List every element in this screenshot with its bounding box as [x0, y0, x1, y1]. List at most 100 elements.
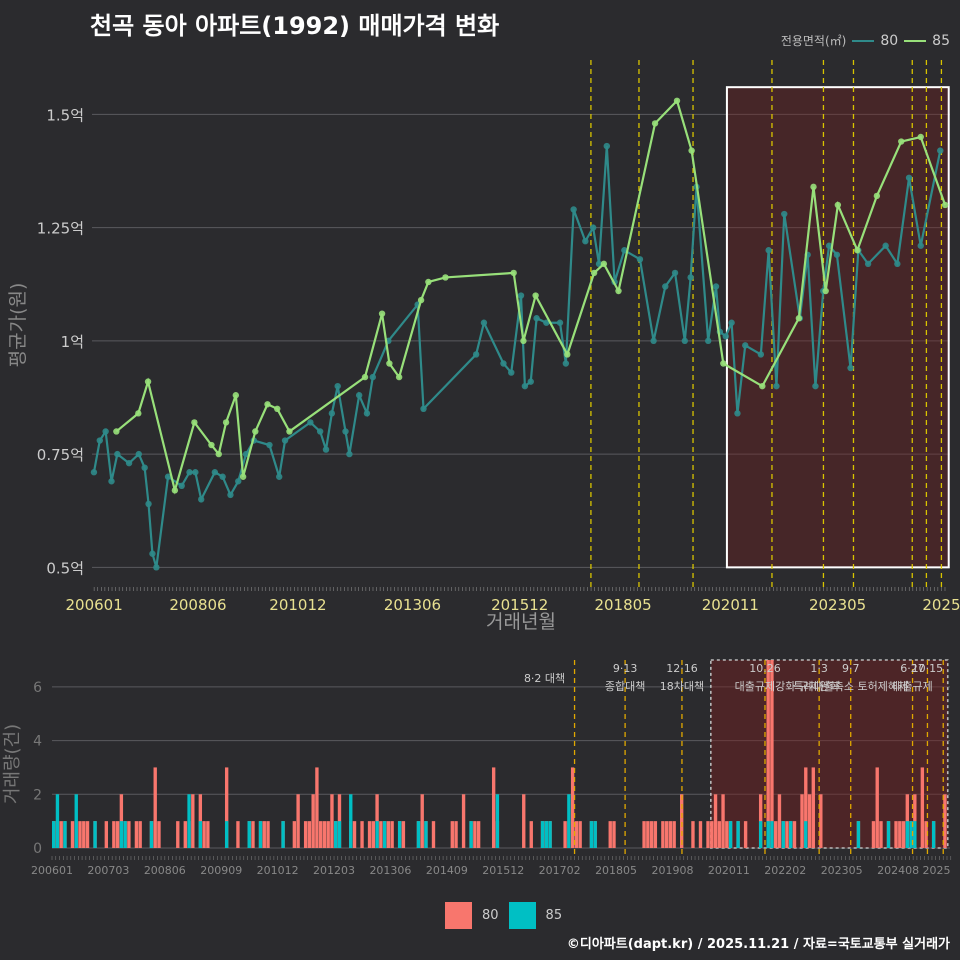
bar-80 — [574, 821, 579, 848]
data-point-80 — [307, 419, 314, 426]
data-point-85 — [590, 269, 598, 277]
bar-80 — [924, 821, 928, 848]
bar-80 — [777, 794, 782, 848]
data-point-80 — [757, 351, 765, 358]
policy-date-label: 9·7 — [842, 662, 860, 675]
y-tick-label: 0.75억 — [37, 446, 84, 464]
bar-80 — [713, 794, 718, 848]
bar-80 — [698, 821, 703, 848]
data-point-80 — [582, 237, 589, 245]
data-point-85 — [252, 428, 259, 435]
bar-85 — [495, 794, 500, 848]
bar-80 — [710, 821, 714, 848]
data-point-85 — [417, 296, 425, 304]
bar-x-tick-label: 202011 — [708, 864, 750, 877]
bar-80 — [303, 821, 308, 848]
bar-x-tick-label: 201306 — [369, 864, 411, 877]
bar-80 — [450, 821, 454, 848]
bar-80 — [134, 821, 139, 848]
bar-80 — [236, 821, 240, 848]
bar-80 — [307, 821, 312, 848]
bar-80 — [266, 821, 270, 848]
data-point-85 — [564, 351, 571, 358]
bar-85 — [567, 794, 571, 848]
data-point-80 — [781, 210, 788, 218]
bar-80 — [115, 821, 120, 848]
data-point-80 — [562, 360, 570, 367]
bar-80 — [119, 794, 124, 848]
bar-y-tick-label: 6 — [33, 680, 42, 696]
bar-80 — [679, 794, 684, 848]
policy-name-label: 대출규제강화 — [735, 680, 796, 693]
data-point-80 — [192, 469, 199, 476]
bar-85 — [349, 794, 353, 848]
data-point-80 — [722, 333, 729, 340]
bar-x-tick-label: 202202 — [764, 864, 806, 877]
bar-80 — [85, 821, 90, 848]
bar-80 — [871, 821, 876, 848]
bar-85 — [416, 821, 421, 848]
bar-80 — [721, 794, 725, 848]
y-tick-label: 1.5억 — [46, 106, 84, 124]
data-point-80 — [556, 319, 564, 326]
bar-85 — [540, 821, 545, 848]
x-tick-label: 201512 — [491, 596, 548, 614]
data-point-80 — [705, 337, 712, 345]
bar-x-tick-label: 201805 — [595, 864, 637, 877]
data-point-85 — [673, 97, 681, 104]
bar-80 — [224, 767, 229, 848]
bar-80 — [578, 821, 582, 848]
data-point-85 — [191, 419, 198, 426]
bar-y-tick-label: 4 — [33, 734, 42, 750]
data-point-80 — [662, 283, 669, 290]
bar-80 — [811, 767, 815, 848]
legend-box-85 — [508, 902, 536, 929]
bar-x-tick-label: 201702 — [539, 864, 581, 877]
legend-label-85: 85 — [932, 32, 950, 49]
data-point-80 — [650, 337, 657, 345]
bar-85 — [258, 821, 263, 848]
policy-name-label: 종합대책 — [605, 680, 645, 693]
bar-85 — [247, 821, 251, 848]
bar-80 — [664, 821, 669, 848]
data-point-80 — [894, 260, 901, 268]
x-tick-label: 202305 — [809, 596, 866, 614]
bar-80 — [706, 821, 710, 848]
x-tick-label: 2025 — [922, 596, 960, 614]
data-point-80 — [570, 206, 577, 213]
data-point-80 — [108, 478, 115, 485]
bar-x-tick-label: 201512 — [482, 864, 524, 877]
bar-85 — [804, 821, 808, 848]
data-point-80 — [742, 342, 749, 349]
data-point-80 — [543, 319, 550, 326]
data-point-80 — [833, 251, 841, 258]
data-point-85 — [917, 133, 924, 141]
bar-85 — [781, 821, 785, 848]
bar-80 — [191, 794, 195, 848]
bar-80 — [819, 794, 823, 848]
legend-title: 전용면적(㎡) — [780, 34, 847, 48]
data-point-80 — [178, 482, 185, 490]
policy-name-label: 18차대책 — [660, 680, 704, 693]
bar-80 — [183, 821, 187, 848]
bar-85 — [931, 821, 936, 848]
bar-x-tick-label: 201409 — [426, 864, 468, 877]
bar-80 — [473, 821, 477, 848]
bar-80 — [322, 821, 327, 848]
data-point-80 — [825, 242, 833, 249]
x-tick-label: 200806 — [169, 596, 226, 614]
bar-80 — [127, 821, 131, 848]
bar-85 — [119, 821, 124, 848]
data-point-85 — [274, 405, 281, 413]
data-point-80 — [235, 478, 242, 485]
data-point-80 — [149, 550, 156, 557]
bar-80 — [612, 821, 616, 848]
policy-date-label: 10·15 — [912, 662, 944, 675]
data-point-80 — [687, 274, 694, 281]
bar-x-tick-label: 200806 — [144, 864, 186, 877]
x-tick-label: 201306 — [384, 596, 441, 614]
bar-80 — [766, 660, 770, 848]
bar-80 — [785, 821, 789, 848]
data-point-80 — [734, 410, 741, 417]
data-point-85 — [834, 201, 842, 209]
